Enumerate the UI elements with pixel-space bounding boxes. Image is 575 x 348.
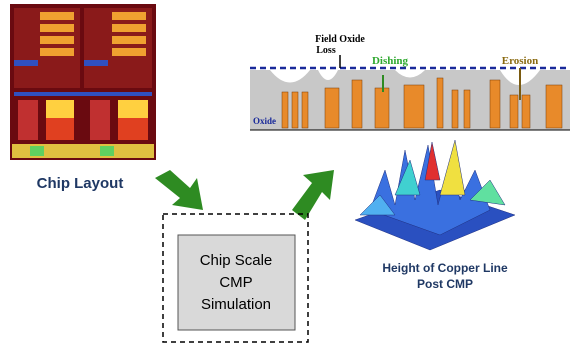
label: Erosion xyxy=(502,55,538,67)
surface-plot xyxy=(355,140,515,250)
arrow xyxy=(292,170,334,220)
simulation-text: Simulation xyxy=(201,296,271,313)
label: Dishing xyxy=(372,55,409,67)
label: Field Oxide xyxy=(315,34,365,45)
label: Loss xyxy=(316,45,336,56)
chip-layout-caption: Chip Layout xyxy=(37,175,124,192)
label: Oxide xyxy=(253,116,276,126)
arrow xyxy=(155,170,203,210)
result-caption: Post CMP xyxy=(417,277,473,291)
simulation-text: Chip Scale xyxy=(200,252,273,269)
diagram: Chip Layout Chip Scale CMP Simulation Fi… xyxy=(0,0,575,348)
result-caption: Height of Copper Line xyxy=(382,261,508,275)
simulation-text: CMP xyxy=(219,274,252,291)
chip-layout-image xyxy=(10,4,156,160)
